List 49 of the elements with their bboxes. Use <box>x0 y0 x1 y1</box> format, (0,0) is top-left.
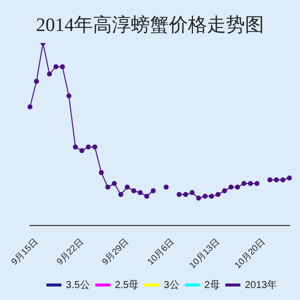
point <box>60 64 65 70</box>
point <box>248 181 253 186</box>
point <box>209 194 214 199</box>
x-tick-label: 10月13日 <box>187 236 222 270</box>
x-tick-label: 10月20日 <box>232 236 267 270</box>
point <box>228 184 234 190</box>
point <box>183 192 188 197</box>
point <box>28 104 32 110</box>
point <box>98 170 104 176</box>
legend-label: 2.5母 <box>114 280 139 291</box>
chart-title: 2014年高淳螃蟹价格走势图 <box>35 14 265 38</box>
legend-label: 3.5公 <box>66 278 90 291</box>
point <box>241 181 246 186</box>
point <box>112 181 117 186</box>
point <box>286 176 292 181</box>
legend-label: 3公 <box>164 278 180 291</box>
point <box>267 177 272 182</box>
point <box>216 192 221 197</box>
point <box>222 188 228 194</box>
x-tick-label: 9月29日 <box>100 236 130 267</box>
point <box>53 64 58 70</box>
point <box>72 144 78 150</box>
point <box>164 184 169 190</box>
point <box>105 184 110 190</box>
point <box>190 190 195 196</box>
point <box>254 181 260 186</box>
point <box>150 188 156 194</box>
legend-label: 2013年 <box>244 278 278 291</box>
point <box>118 192 124 197</box>
point <box>46 72 52 77</box>
point <box>274 177 279 182</box>
legend-label: 2母 <box>204 280 220 291</box>
x-tick-label: 10月6日 <box>145 236 176 267</box>
point <box>234 184 240 190</box>
point <box>176 192 182 197</box>
point <box>280 177 286 182</box>
point <box>34 78 39 84</box>
point <box>124 184 130 190</box>
point <box>92 144 98 150</box>
point <box>66 93 72 98</box>
point <box>86 144 91 150</box>
x-tick-label: 9月15日 <box>9 236 40 267</box>
x-tick-label: 9月22日 <box>54 236 86 267</box>
point <box>138 190 143 196</box>
point <box>202 194 208 199</box>
point <box>196 196 202 201</box>
point <box>79 148 84 154</box>
point <box>144 194 150 199</box>
point <box>131 188 136 194</box>
